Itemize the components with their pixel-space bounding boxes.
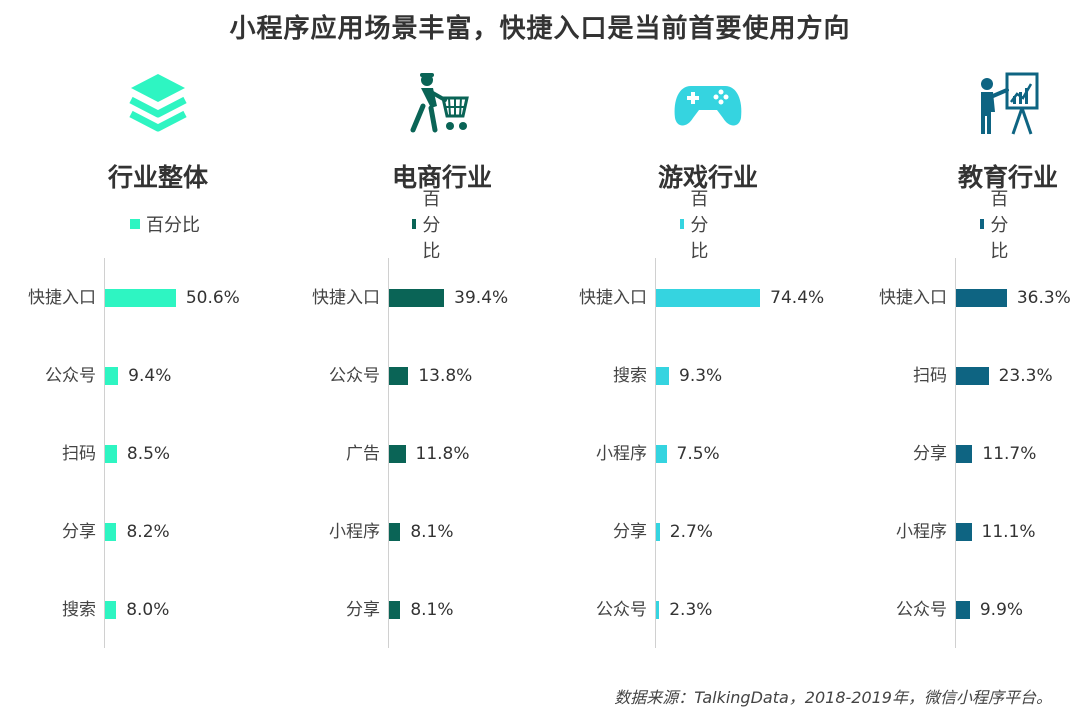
data-label: 2.3% [669,600,713,620]
category-label: 快捷入口 [312,288,380,308]
data-label: 11.7% [982,444,1037,464]
bar [105,445,117,463]
bar [389,445,406,463]
legend: 百分比 [130,212,200,236]
legend-swatch [130,219,140,229]
category-label: 快捷入口 [879,288,947,308]
data-label: 36.3% [1016,288,1071,308]
category-label: 分享 [346,600,380,620]
data-label: 9.9% [979,600,1024,620]
teacher-board-icon [981,72,1039,135]
data-label: 39.4% [454,288,509,308]
category-label: 分享 [613,522,647,542]
category-label: 搜索 [62,600,96,620]
industry-title: 教育行业 [957,163,1058,192]
bar [656,445,667,463]
category-label: 广告 [346,444,380,464]
bar [956,445,973,463]
category-axis [388,258,389,648]
category-label: 公众号 [896,600,947,620]
data-label: 13.8% [418,366,473,386]
bar [656,523,660,541]
industry-title: 电商行业 [391,163,492,192]
data-label: 8.1% [410,522,454,542]
bar [389,523,401,541]
data-label: 9.3% [679,366,723,386]
category-label: 公众号 [45,366,96,386]
bar [105,367,119,385]
category-label: 小程序 [329,522,380,542]
gamepad-icon [674,86,742,126]
bar [105,601,117,619]
bar [105,523,117,541]
data-label: 11.8% [415,444,470,464]
layers-icon [129,74,187,132]
category-label: 分享 [913,444,947,464]
legend-label: 百分比 [990,189,1009,262]
legend: 百分比 [680,189,714,262]
panel-1: 行业整体百分比快捷入口 50.6% 公众号 9.4% 扫码 8.5% 分享 8.2% 搜索 8.0… [0,0,270,712]
data-label: 2.7% [669,522,713,542]
data-label: 74.4% [770,288,825,308]
bar [656,289,761,307]
legend: 百分比 [412,189,446,262]
category-label: 扫码 [913,366,947,386]
category-label: 快捷入口 [579,288,647,308]
legend-label: 百分比 [690,189,709,262]
category-label: 小程序 [596,444,647,464]
bar [956,523,972,541]
data-label: 8.5% [126,444,171,464]
category-label: 搜索 [613,366,647,386]
data-label: 8.0% [126,600,170,620]
bar [389,289,445,307]
category-label: 小程序 [896,522,947,542]
bar [956,289,1007,307]
category-axis [955,258,956,648]
panel-2: 电商行业 百分比 快捷入口 39.4% 公众号 13.8% 广告 11.8% 小程序 8.1% 分享… [0,0,508,712]
shopping-cart-person-icon [410,73,469,133]
category-label: 公众号 [596,600,647,620]
bar [956,601,970,619]
panel-3: 游戏行业 百分比 快捷入口 74.4% 搜索 9.3% 小程序 7.5% 分享 2.7% 公众号 2.… [0,0,824,712]
bar [956,367,989,385]
data-label: 9.4% [128,366,172,386]
legend-label: 百分比 [422,189,441,262]
data-label: 8.2% [126,522,170,542]
bar [389,367,409,385]
bar [389,601,401,619]
bar [105,289,176,307]
category-label: 扫码 [62,444,96,464]
industry-icon-wrap [673,70,743,140]
bar [656,601,660,619]
chart-title: 小程序应用场景丰富，快捷入口是当前首要使用方向 [229,14,851,44]
industry-title: 游戏行业 [657,163,758,192]
data-source-note: 数据来源：TalkingData，2018-2019年，微信小程序平台。 [614,688,1052,707]
bar [656,367,670,385]
industry-icon-wrap [123,70,193,140]
data-label: 11.1% [981,522,1036,542]
category-label: 快捷入口 [28,288,96,308]
legend: 百分比 [980,189,1014,262]
category-axis [655,258,656,648]
category-axis [104,258,105,648]
data-label: 50.6% [185,288,240,308]
data-label: 23.3% [998,366,1053,386]
industry-icon-wrap [973,70,1043,140]
legend-swatch [980,219,985,229]
industry-icon-wrap [405,70,475,140]
data-label: 8.1% [410,600,454,620]
category-label: 公众号 [329,366,380,386]
legend-swatch [412,219,417,229]
data-label: 7.5% [676,444,720,464]
legend-label: 百分比 [146,215,200,236]
legend-swatch [680,219,685,229]
industry-title: 行业整体 [107,163,208,192]
category-label: 分享 [62,522,96,542]
